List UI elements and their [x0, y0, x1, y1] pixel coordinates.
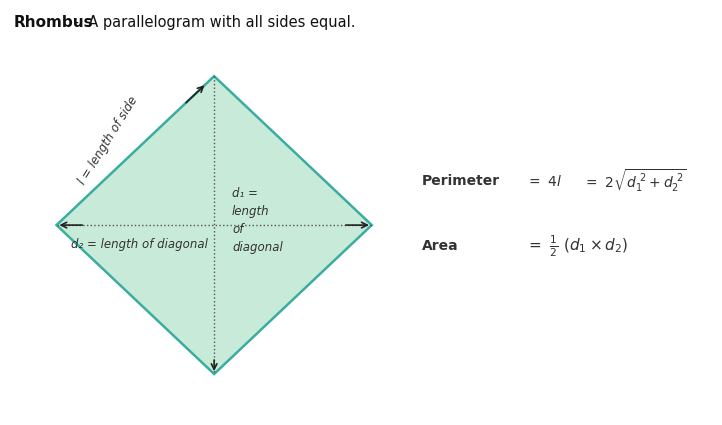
Text: $= \ 4\it{l}$: $= \ 4\it{l}$ [526, 173, 562, 189]
Text: d₂ = length of diagonal: d₂ = length of diagonal [71, 238, 208, 251]
Text: $= \ 2\sqrt{d_1^{\ 2} + d_2^{\ 2}}$: $= \ 2\sqrt{d_1^{\ 2} + d_2^{\ 2}}$ [583, 168, 687, 194]
Polygon shape [56, 76, 372, 374]
Text: Area: Area [422, 239, 458, 253]
Text: -  A parallelogram with all sides equal.: - A parallelogram with all sides equal. [69, 15, 355, 30]
Text: Perimeter: Perimeter [422, 174, 500, 188]
Text: d₁ =
length
of
diagonal: d₁ = length of diagonal [232, 187, 283, 254]
Text: l = length of side: l = length of side [76, 94, 140, 187]
Text: Rhombus: Rhombus [14, 15, 93, 30]
Text: $= \ \frac{1}{2} \ (d_1 \times d_2)$: $= \ \frac{1}{2} \ (d_1 \times d_2)$ [526, 233, 628, 259]
